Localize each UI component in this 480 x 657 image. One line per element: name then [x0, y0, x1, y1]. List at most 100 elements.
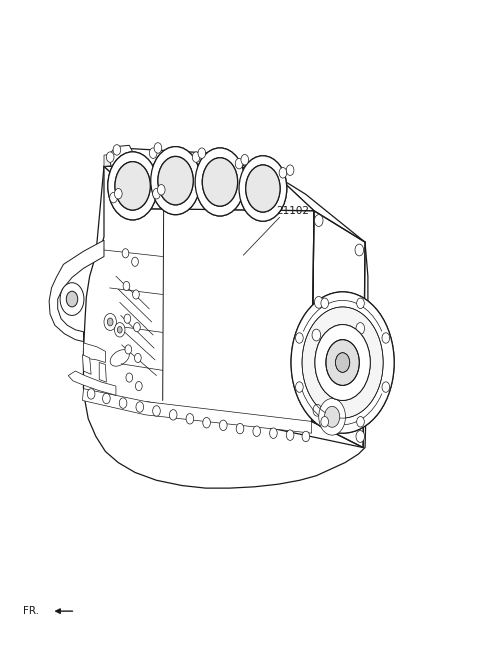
Circle shape — [117, 327, 122, 333]
Circle shape — [133, 323, 140, 332]
Circle shape — [154, 143, 162, 153]
Circle shape — [219, 420, 227, 430]
Polygon shape — [84, 389, 312, 423]
Circle shape — [115, 162, 150, 210]
Polygon shape — [83, 389, 312, 433]
Circle shape — [291, 292, 394, 433]
Polygon shape — [68, 371, 116, 396]
Polygon shape — [104, 166, 314, 211]
Circle shape — [314, 215, 323, 227]
Circle shape — [321, 298, 328, 309]
Circle shape — [270, 428, 277, 438]
Polygon shape — [312, 211, 365, 447]
Polygon shape — [84, 166, 149, 402]
Circle shape — [132, 257, 138, 266]
Circle shape — [135, 382, 142, 391]
Circle shape — [110, 193, 117, 203]
Circle shape — [286, 165, 294, 175]
Circle shape — [122, 249, 129, 258]
Polygon shape — [104, 166, 314, 211]
Circle shape — [319, 399, 346, 435]
Polygon shape — [49, 240, 104, 342]
Circle shape — [149, 148, 157, 158]
Circle shape — [313, 405, 322, 416]
Circle shape — [326, 340, 360, 386]
Circle shape — [302, 307, 383, 418]
Circle shape — [202, 158, 238, 206]
Circle shape — [356, 430, 364, 442]
Circle shape — [239, 156, 287, 221]
Circle shape — [296, 382, 303, 392]
Circle shape — [195, 148, 245, 216]
Circle shape — [107, 152, 114, 162]
Circle shape — [279, 168, 287, 178]
Circle shape — [136, 402, 144, 412]
Circle shape — [198, 148, 205, 158]
Circle shape — [151, 147, 200, 215]
Circle shape — [108, 318, 113, 326]
Circle shape — [126, 373, 132, 382]
Circle shape — [324, 406, 340, 427]
Circle shape — [382, 332, 390, 343]
Text: 21102: 21102 — [276, 206, 309, 216]
Circle shape — [157, 185, 165, 195]
Circle shape — [87, 389, 95, 399]
Circle shape — [355, 244, 364, 256]
Circle shape — [60, 283, 84, 315]
Circle shape — [253, 426, 261, 436]
Circle shape — [158, 156, 193, 205]
Circle shape — [192, 152, 200, 162]
Circle shape — [153, 406, 160, 416]
Circle shape — [195, 148, 245, 216]
Circle shape — [314, 296, 323, 308]
Circle shape — [315, 325, 370, 401]
Circle shape — [115, 162, 150, 210]
Circle shape — [336, 353, 350, 373]
Circle shape — [119, 398, 127, 408]
Circle shape — [356, 323, 364, 334]
Circle shape — [312, 329, 321, 341]
Circle shape — [153, 189, 160, 199]
Polygon shape — [104, 153, 124, 166]
Circle shape — [357, 417, 364, 427]
Circle shape — [296, 332, 303, 343]
Circle shape — [124, 314, 131, 323]
Circle shape — [291, 292, 394, 433]
Circle shape — [186, 413, 194, 424]
Circle shape — [108, 152, 157, 220]
Circle shape — [235, 158, 243, 169]
Circle shape — [151, 147, 200, 215]
Circle shape — [382, 382, 390, 392]
Circle shape — [321, 417, 328, 427]
Polygon shape — [83, 355, 91, 374]
Circle shape — [134, 353, 141, 363]
Circle shape — [125, 345, 132, 354]
Circle shape — [236, 423, 244, 434]
Circle shape — [302, 431, 310, 442]
Polygon shape — [109, 145, 132, 166]
Circle shape — [239, 156, 287, 221]
Polygon shape — [202, 158, 221, 166]
Circle shape — [113, 145, 120, 155]
Circle shape — [246, 165, 280, 212]
Circle shape — [115, 323, 125, 337]
Circle shape — [104, 313, 116, 330]
Circle shape — [169, 409, 177, 420]
Circle shape — [203, 417, 210, 428]
Circle shape — [108, 152, 157, 220]
Polygon shape — [99, 363, 107, 382]
Circle shape — [158, 156, 193, 205]
Circle shape — [202, 158, 238, 206]
Circle shape — [241, 154, 249, 165]
Circle shape — [315, 325, 370, 401]
Circle shape — [357, 298, 364, 309]
Circle shape — [132, 290, 139, 299]
Circle shape — [103, 394, 110, 404]
Polygon shape — [84, 148, 368, 488]
Circle shape — [246, 165, 280, 212]
Polygon shape — [312, 211, 365, 447]
Circle shape — [115, 189, 122, 199]
Polygon shape — [84, 343, 106, 363]
Circle shape — [123, 281, 130, 290]
Circle shape — [66, 291, 78, 307]
